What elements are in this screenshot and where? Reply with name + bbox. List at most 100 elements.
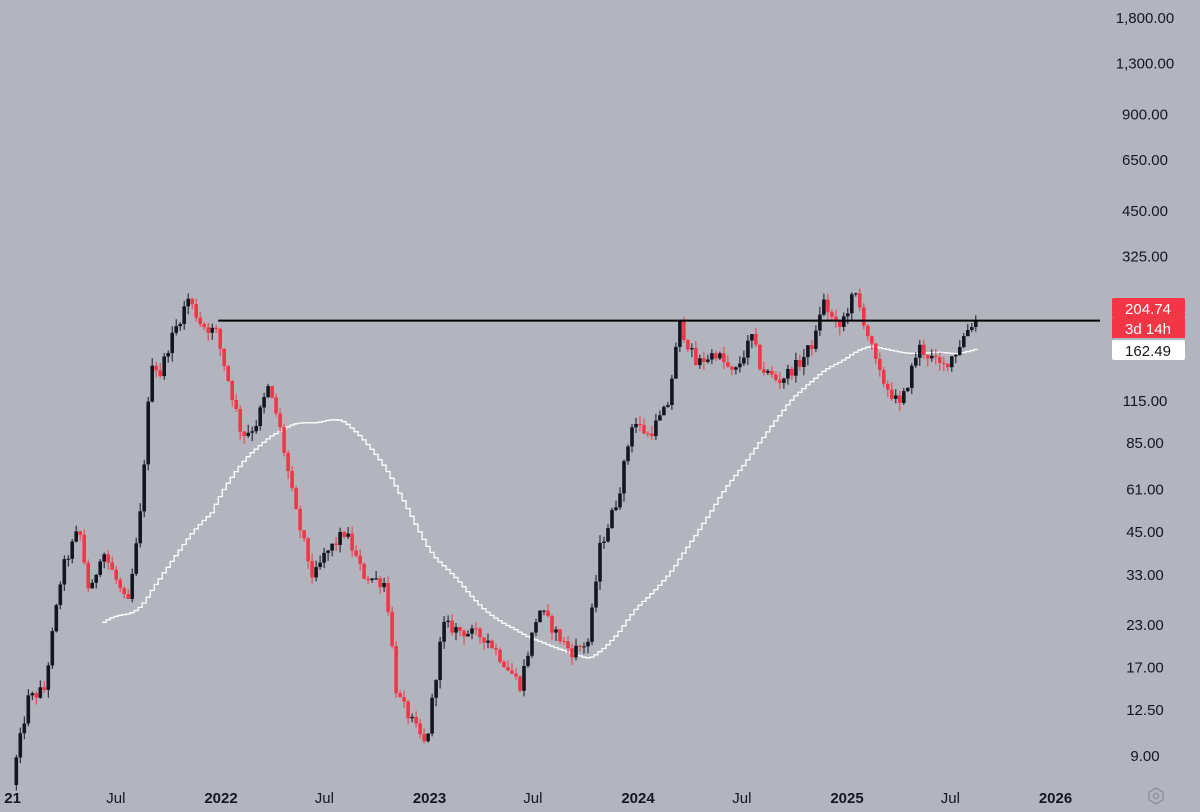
candle [86, 559, 90, 592]
candle [954, 354, 958, 364]
settings-icon[interactable] [1148, 787, 1164, 805]
candle [970, 323, 974, 333]
candle [786, 364, 790, 385]
candle [958, 340, 962, 356]
x-tick-label: 21 [4, 790, 21, 807]
candle [318, 555, 322, 570]
candle [490, 639, 494, 649]
candle [226, 365, 230, 383]
candle [734, 366, 738, 375]
candle [750, 334, 754, 349]
candle [326, 549, 330, 561]
candle [274, 393, 278, 417]
candle [890, 382, 894, 401]
candle [646, 431, 650, 438]
candle [942, 356, 946, 372]
candle [510, 663, 514, 675]
candle [142, 459, 146, 518]
candle [442, 616, 446, 649]
candle [974, 315, 978, 332]
candle [182, 300, 186, 330]
candle [898, 390, 902, 412]
candle [138, 503, 142, 548]
candle [550, 614, 554, 641]
candle [218, 327, 222, 357]
candle [246, 424, 250, 438]
candle [554, 626, 558, 641]
candle [778, 372, 782, 390]
y-tick-label: 85.00 [1126, 435, 1164, 452]
candle [266, 383, 270, 399]
y-tick-label: 1,300.00 [1116, 55, 1174, 72]
candle [482, 637, 486, 650]
candle [662, 405, 666, 416]
y-tick-label: 325.00 [1122, 248, 1168, 265]
candle [598, 535, 602, 590]
y-tick-label: 61.00 [1126, 481, 1164, 498]
candle [878, 352, 882, 377]
candle [198, 312, 202, 328]
candle [690, 343, 694, 358]
candle [194, 298, 198, 322]
candle [22, 716, 27, 740]
candle [450, 614, 454, 636]
candle [110, 556, 114, 570]
candle [694, 341, 698, 366]
candle [230, 380, 234, 407]
candle [494, 643, 498, 656]
candle [438, 636, 442, 689]
candle [858, 288, 862, 312]
candle [282, 423, 286, 457]
candle [278, 408, 282, 433]
candle [774, 371, 778, 382]
x-tick-label: Jul [315, 790, 334, 807]
candle [234, 394, 238, 412]
x-tick-label: 2026 [1039, 790, 1072, 807]
candle [50, 627, 55, 669]
candle [962, 332, 966, 349]
x-tick-label: Jul [941, 790, 960, 807]
candle [470, 624, 474, 640]
candle [222, 348, 226, 372]
candle [154, 361, 158, 378]
candle [886, 380, 890, 397]
candle [574, 638, 578, 661]
candle [594, 574, 598, 613]
candle [378, 576, 382, 594]
candle [586, 638, 590, 654]
candle [214, 325, 218, 333]
candle [82, 529, 86, 565]
candle [650, 425, 654, 441]
candle [270, 385, 274, 399]
candle [374, 571, 378, 581]
candle [114, 566, 118, 585]
candle [350, 526, 354, 558]
candle [950, 356, 954, 372]
y-tick-label: 23.00 [1126, 617, 1164, 634]
candle [174, 319, 178, 336]
candle [334, 537, 338, 552]
candle [634, 417, 638, 433]
candle [618, 487, 622, 510]
y-tick-label: 115.00 [1123, 393, 1168, 410]
candle [766, 369, 770, 375]
candle [394, 641, 398, 698]
candle [178, 321, 182, 331]
candle [306, 536, 310, 569]
candle [902, 388, 906, 405]
candle [862, 303, 866, 330]
candlestick-series [14, 288, 978, 791]
candle [462, 629, 466, 645]
candle [70, 539, 74, 564]
candle [146, 396, 150, 471]
candle [202, 322, 206, 331]
candle [370, 578, 374, 583]
candle [366, 576, 370, 585]
candle [478, 627, 482, 644]
candle [790, 366, 794, 380]
candle [362, 562, 366, 580]
candle [526, 651, 530, 668]
candle [762, 361, 766, 376]
candle [150, 358, 154, 403]
